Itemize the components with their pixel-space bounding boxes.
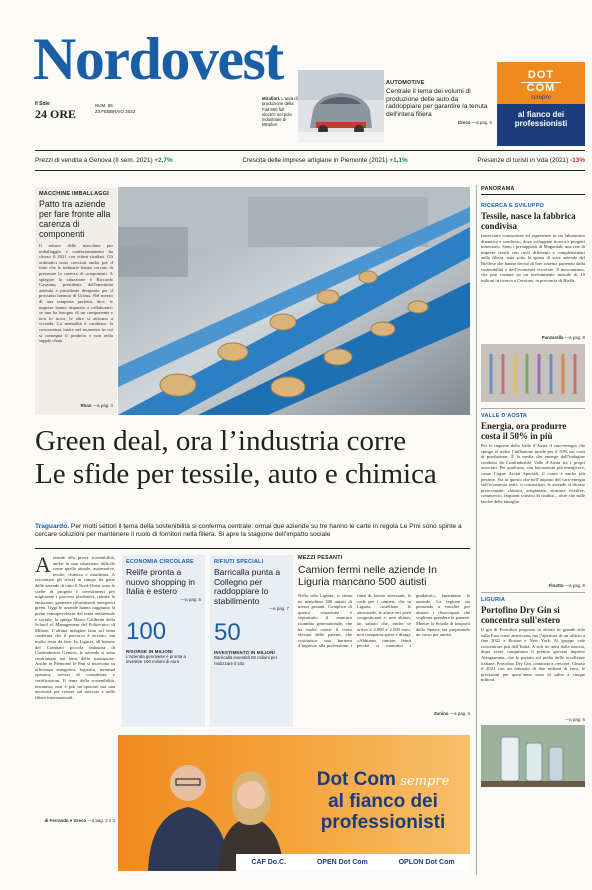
photo-gin: [481, 725, 585, 787]
byline: Zunino: [433, 711, 449, 716]
ticker-label: Prezzi di vendita a Genova (II sem. 2021…: [35, 157, 153, 164]
headline: Portofino Dry Gin si concentra sull'este…: [481, 605, 561, 625]
ticker-label: Presenze di turisti in Vda (2021): [477, 157, 569, 164]
top-ad: DOT COM sempre al fianco dei professioni…: [497, 62, 585, 146]
byline: Finotto: [548, 583, 564, 588]
kicker: LIGURIA: [481, 597, 506, 603]
ad-brand: Dot Com: [316, 769, 396, 790]
summary: Traguardo. Per molti settori il tema del…: [35, 523, 475, 540]
kicker: RICERCA E SVILUPPO: [481, 203, 544, 209]
ad-script: sempre: [531, 93, 551, 101]
page-ref: —a pag. 6: [449, 711, 470, 716]
byline: Greco: [457, 120, 471, 126]
note: L'azienda genovese è pronta a investire …: [126, 653, 186, 665]
ad-slogan: al fianco dei professionisti: [497, 104, 585, 146]
photo-caption: L'area di produzione della Fiat 500 full…: [262, 96, 298, 128]
kicker: ECONOMIA CIRCOLARE: [126, 559, 194, 565]
number-label: INVESTIMENTO IN MILIONI: [214, 650, 275, 656]
page-ref: —a pag. 4: [92, 403, 113, 408]
headline: Le sfide per tessile, auto e chimica: [35, 458, 437, 490]
ticker-label: Crescita delle imprese artigiane in Piem…: [242, 157, 388, 164]
ad-people: [148, 765, 284, 871]
byline: di Ferrando e Greco: [44, 818, 87, 823]
main-photo: [118, 187, 470, 415]
ad-logo: OPLON Dot Com: [398, 859, 455, 866]
kicker: AUTOMOTIVE: [386, 80, 425, 86]
ticker-value: +1,1%: [389, 157, 408, 164]
headline: Camion fermi nelle aziende In Liguria ma…: [298, 564, 437, 588]
headline: Relife pronta a nuovo shopping in Italia…: [126, 567, 196, 597]
body-text: ziende alla prova sostenibilità, anche i…: [35, 555, 115, 700]
page-ref: —a pag. 2 e 3: [87, 818, 115, 823]
body-text: Nella sola Liguria, si stima ne manchino…: [298, 593, 470, 649]
ad-logo: CAF Do.C.: [251, 859, 287, 866]
headline: Barricalla punta a Collegno per raddoppi…: [214, 567, 281, 606]
number-label: RISORSE IN MILIONI: [126, 648, 173, 654]
kicker: RIFIUTI SPECIALI: [214, 559, 264, 565]
lead-word: Traguardo.: [35, 523, 70, 530]
body-text: Per le imprese della Valle d’Aosta il ca…: [481, 443, 585, 504]
ticker-value: +2,7%: [154, 157, 173, 164]
ad-slogan: al fianco dei: [328, 791, 438, 812]
page-ref: —a pag. 6: [564, 717, 585, 722]
section-title: PANORAMA: [481, 186, 585, 195]
logo-bottom: 24 ORE: [35, 107, 77, 121]
page-ref: —a pag. 6: [471, 120, 492, 126]
headline: Tessile, nasce la fabbrica condivisa: [481, 211, 576, 231]
ad-line: DOT: [527, 69, 555, 81]
ticker: Prezzi di vendita a Genova (II sem. 2021…: [35, 153, 585, 168]
logo-top: Il Sole: [35, 101, 50, 107]
photo-title: Mirafiori.: [262, 96, 281, 101]
page-ref: —a pag. 8: [564, 335, 585, 340]
box: ECONOMIA CIRCOLARE Relife pronta a nuovo…: [122, 555, 205, 727]
issue: NUM. 55: [95, 103, 113, 108]
dropcap: A: [35, 555, 51, 577]
page-ref: —a pag. 9: [564, 583, 585, 588]
body-text: Il gin di Portofino proposto in alterni …: [481, 627, 585, 683]
ad-script: sempre: [400, 774, 450, 789]
kicker: MACCHINE IMBALLAGGI: [39, 191, 109, 197]
body-text: Intrecciare conoscenze ed esperienze in …: [481, 233, 585, 283]
bottom-ad: Dot Com sempre al fianco dei professioni…: [118, 735, 470, 871]
page-ref: —a pag. 5: [180, 596, 201, 602]
ad-logo: OPEN Dot Com: [316, 859, 368, 866]
ad-line: COM: [521, 82, 561, 94]
headline: Energia, ora produrre costa il 50% in pi…: [481, 421, 567, 441]
big-number: 50: [214, 619, 241, 647]
side-box: MACCHINE IMBALLAGGI Patto tra aziende pe…: [35, 187, 117, 415]
box: RIFIUTI SPECIALI Barricalla punta a Coll…: [210, 555, 293, 727]
byline: Rhan: [80, 403, 92, 408]
body-text: Il settore delle macchine per imballaggi…: [39, 243, 113, 344]
note: Barricalla investirà 50 milioni per real…: [214, 655, 278, 666]
headline: Patto tra aziende per fare fronte alla c…: [39, 199, 111, 239]
headline: Green deal, ora l’industria corre: [35, 425, 407, 457]
photo-car: [298, 70, 384, 142]
date: 23 FEBBRAIO 2022: [95, 109, 136, 114]
page-ref: —a pag. 7: [268, 606, 289, 612]
photo-textile: [481, 344, 585, 402]
byline: Panzarella: [541, 335, 564, 340]
masthead: Nordovest: [33, 26, 284, 92]
teaser: Centrale il tema dei volumi di produzion…: [386, 88, 488, 118]
kicker: VALLE D’AOSTA: [481, 413, 528, 419]
big-number: 100: [126, 617, 167, 645]
kicker: MEZZI PESANTI: [298, 555, 343, 561]
summary-text: Per molti settori il tema della sostenib…: [35, 523, 462, 539]
ticker-value: -13%: [570, 157, 585, 164]
ad-slogan: professionisti: [320, 812, 446, 833]
